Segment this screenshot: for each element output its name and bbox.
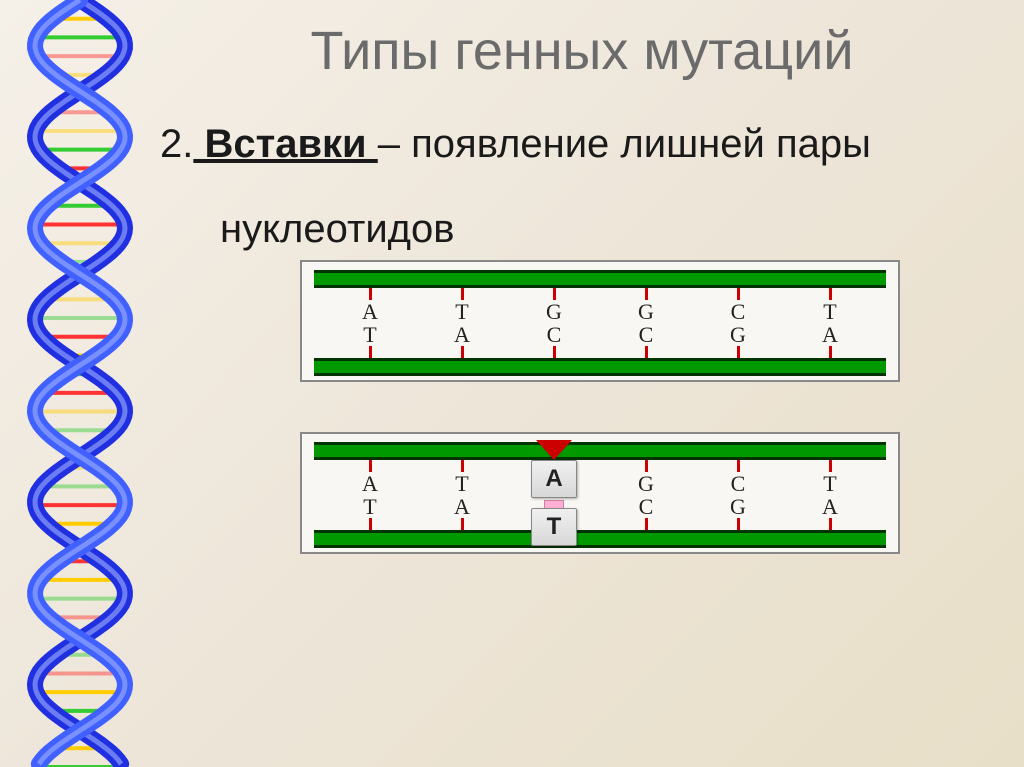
top-backbone <box>314 270 886 288</box>
base-pair: TA <box>442 460 482 530</box>
base-pair: TA <box>810 460 850 530</box>
bottom-backbone <box>314 358 886 376</box>
base-top: T <box>823 300 836 323</box>
base-top: T <box>823 472 836 495</box>
base-pair: GC <box>534 288 574 358</box>
base-top: T <box>455 472 468 495</box>
base-pair: AT <box>350 288 390 358</box>
base-top: G <box>546 300 562 323</box>
base-bottom: A <box>822 323 838 346</box>
base-bottom: G <box>730 495 746 518</box>
base-top: C <box>731 300 746 323</box>
base-pair: GC <box>626 288 666 358</box>
bottom-backbone <box>314 530 886 548</box>
term: Вставки <box>193 122 377 166</box>
base-top: G <box>638 472 654 495</box>
base-bottom: A <box>454 323 470 346</box>
dna-helix-decoration <box>0 0 160 767</box>
mutation-diagram: ATTAGCGCCGTA ATTAGCCGTA АТ <box>300 260 900 554</box>
base-bottom: C <box>547 323 562 346</box>
base-bottom: G <box>730 323 746 346</box>
inserted-base-top: А <box>531 460 577 498</box>
base-bottom: A <box>454 495 470 518</box>
base-bottom: T <box>363 323 376 346</box>
mutated-pairs: ATTAGCCGTA <box>314 460 886 530</box>
base-top: A <box>362 472 378 495</box>
base-pair: CG <box>718 460 758 530</box>
item-number: 2. <box>160 122 193 166</box>
original-strand: ATTAGCGCCGTA <box>300 260 900 382</box>
definition-line2: нуклеотидов <box>220 207 1004 252</box>
mutated-strand: ATTAGCCGTA <box>300 432 900 554</box>
slide-subtitle: 2. Вставки – появление лишней пары <box>160 122 1004 167</box>
base-pair: TA <box>442 288 482 358</box>
insertion-marker-icon <box>536 440 572 460</box>
base-bottom: T <box>363 495 376 518</box>
base-pair: CG <box>718 288 758 358</box>
base-top: T <box>455 300 468 323</box>
original-pairs: ATTAGCGCCGTA <box>314 288 886 358</box>
base-pair: GC <box>626 460 666 530</box>
inserted-base-bottom: Т <box>531 508 577 546</box>
top-backbone <box>314 442 886 460</box>
base-pair: AT <box>350 460 390 530</box>
base-top: G <box>638 300 654 323</box>
definition-part1: – появление лишней пары <box>378 122 871 166</box>
slide-title: Типы генных мутаций <box>160 20 1004 82</box>
slide-content: Типы генных мутаций 2. Вставки – появлен… <box>160 20 1004 252</box>
base-bottom: C <box>639 495 654 518</box>
base-bottom: C <box>639 323 654 346</box>
base-pair: TA <box>810 288 850 358</box>
base-top: A <box>362 300 378 323</box>
base-bottom: A <box>822 495 838 518</box>
base-top: C <box>731 472 746 495</box>
